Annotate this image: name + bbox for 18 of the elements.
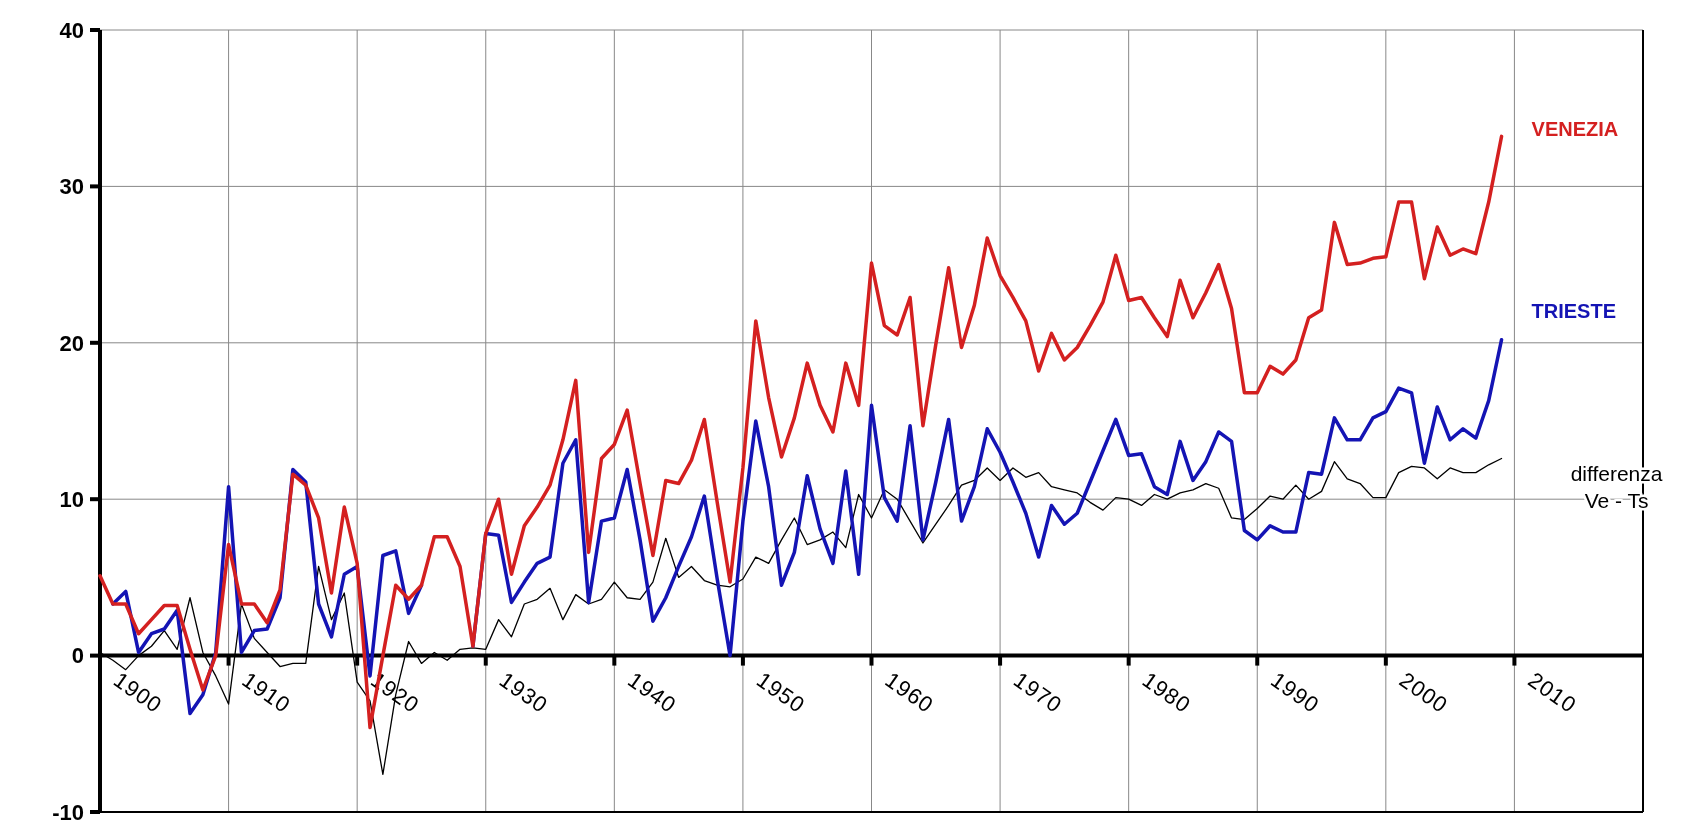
x-tick-label: 1950 xyxy=(752,667,810,719)
series-label: TRIESTE xyxy=(1531,299,1617,322)
x-tick-label: 1930 xyxy=(494,667,553,719)
x-tick-label: 1960 xyxy=(880,667,939,719)
y-tick-label: 10 xyxy=(59,486,84,512)
series-label: VENEZIA xyxy=(1531,118,1619,141)
x-tick-label: 1910 xyxy=(237,667,296,719)
x-tick-label: 1990 xyxy=(1266,667,1325,719)
x-tick-label: 1940 xyxy=(623,667,682,719)
x-tick-label: 1980 xyxy=(1137,667,1196,719)
x-tick-label: 1970 xyxy=(1009,667,1067,719)
y-tick-label: -10 xyxy=(52,799,84,825)
x-tick-label: 1900 xyxy=(109,667,167,719)
y-tick-label: 40 xyxy=(59,17,84,43)
line-series xyxy=(98,134,1504,730)
y-tick-label: 20 xyxy=(59,330,84,356)
y-tick-label: 30 xyxy=(59,174,84,200)
y-tick-label: 0 xyxy=(71,643,84,669)
